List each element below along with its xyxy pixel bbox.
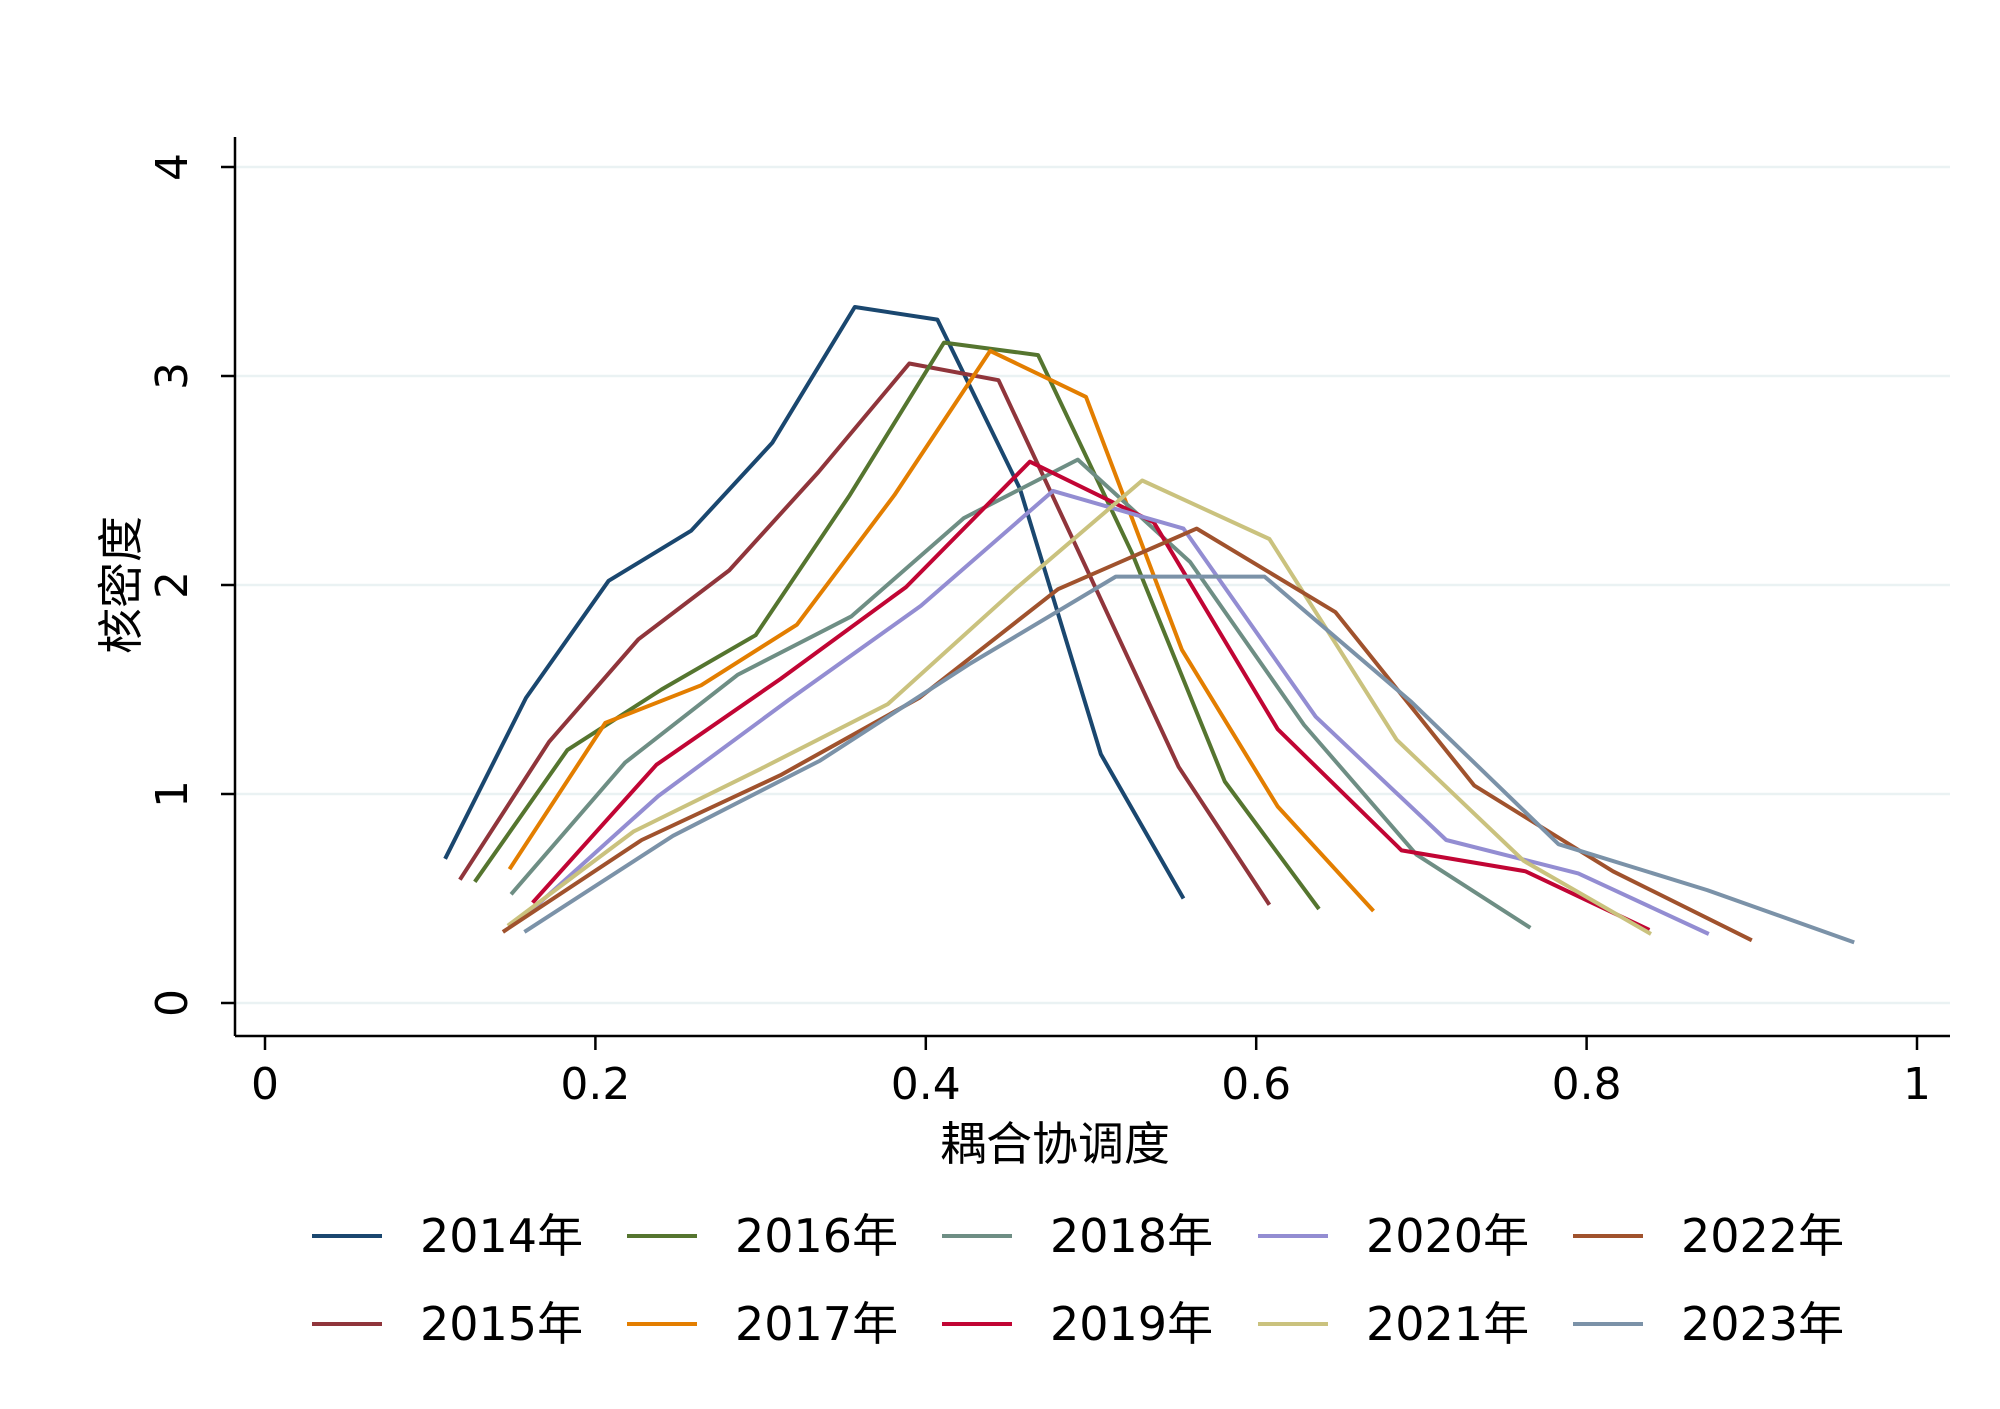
legend: 2014年 2015年 2016年 2017年 2018年 2019年 2020年 2021年… <box>312 1209 1844 1351</box>
x-axis-title: 耦合协调度 <box>940 1117 1170 1171</box>
legend-label: 2022年 <box>1681 1209 1844 1263</box>
series-line-2019年 <box>531 459 1651 932</box>
legend-label: 2015年 <box>420 1297 583 1351</box>
legend-item-2019年: 2019年 <box>942 1297 1213 1351</box>
series-line-2015年 <box>458 361 1272 906</box>
y-tick-label-1: 1 <box>147 780 198 808</box>
series-line-2020年 <box>524 488 1710 936</box>
series-line-2017年 <box>507 348 1375 913</box>
y-tick-label-4: 4 <box>147 153 198 181</box>
legend-item-2022年: 2022年 <box>1573 1209 1844 1263</box>
series-layer <box>443 305 1855 945</box>
x-tick-label-5: 1 <box>1903 1059 1931 1110</box>
legend-item-2023年: 2023年 <box>1573 1297 1844 1351</box>
legend-label: 2021年 <box>1366 1297 1529 1351</box>
y-axis-title: 核密度 <box>94 516 148 654</box>
legend-item-2015年: 2015年 <box>312 1297 583 1351</box>
x-ticks: 0 0.2 0.4 0.6 0.8 1 <box>251 1036 1931 1110</box>
series-line-2018年 <box>509 457 1532 930</box>
y-tick-label-0: 0 <box>147 989 198 1017</box>
legend-label: 2019年 <box>1050 1297 1213 1351</box>
x-tick-label-2: 0.4 <box>891 1059 961 1110</box>
legend-item-2021年: 2021年 <box>1258 1297 1529 1351</box>
series-line-2014年 <box>443 305 1186 900</box>
legend-item-2020年: 2020年 <box>1258 1209 1529 1263</box>
legend-label: 2020年 <box>1366 1209 1529 1263</box>
series-line-2021年 <box>506 478 1652 936</box>
series-line-2023年 <box>523 574 1855 945</box>
legend-item-2017年: 2017年 <box>627 1297 898 1351</box>
legend-label: 2018年 <box>1050 1209 1213 1263</box>
legend-label: 2014年 <box>420 1209 583 1263</box>
legend-item-2018年: 2018年 <box>942 1209 1213 1263</box>
x-tick-label-1: 0.2 <box>560 1059 630 1110</box>
legend-item-2014年: 2014年 <box>312 1209 583 1263</box>
y-tick-label-2: 2 <box>147 571 198 599</box>
x-tick-label-3: 0.6 <box>1221 1059 1291 1110</box>
legend-item-2016年: 2016年 <box>627 1209 898 1263</box>
x-tick-label-0: 0 <box>251 1059 279 1110</box>
x-tick-label-4: 0.8 <box>1552 1059 1622 1110</box>
legend-label: 2023年 <box>1681 1297 1844 1351</box>
y-tick-label-3: 3 <box>147 362 198 390</box>
legend-label: 2017年 <box>735 1297 898 1351</box>
legend-label: 2016年 <box>735 1209 898 1263</box>
y-ticks: 0 1 2 3 4 <box>147 153 235 1017</box>
axes <box>233 137 1950 1038</box>
